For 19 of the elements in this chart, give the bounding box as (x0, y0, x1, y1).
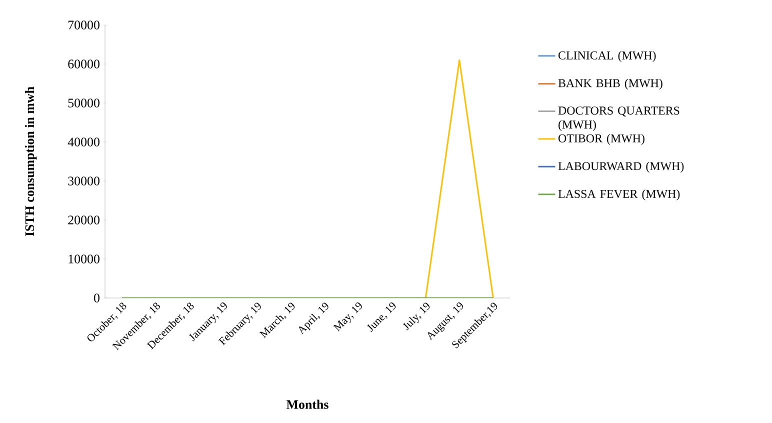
y-tick-label: 30000 (68, 176, 100, 186)
legend-label: DOCTORS QUARTERS (MWH) (558, 106, 680, 131)
legend-label: LABOURWARD (MWH) (558, 162, 684, 173)
legend-label: CLINICAL (MWH) (558, 51, 656, 62)
y-tick-label: 0 (94, 294, 100, 302)
y-tick-label: 20000 (68, 216, 100, 224)
y-tick-label: 40000 (68, 138, 100, 146)
x-tick-label: May, 19 (333, 302, 362, 332)
x-tick-label: July, 19 (402, 302, 430, 330)
y-axis-title: ISTH consumption in mwh (24, 86, 37, 236)
y-tick-label: 50000 (68, 98, 100, 108)
y-tick-label: 10000 (68, 254, 100, 264)
y-tick-label: 70000 (68, 20, 100, 30)
legend-label: BANK BHB (MWH) (558, 78, 662, 90)
legend-label: OTIBOR (MWH) (558, 134, 644, 145)
x-axis-title: Months (286, 400, 328, 409)
legend-label: LASSA FEVER (MWH) (558, 190, 680, 200)
x-tick-label: June, 19 (367, 302, 396, 332)
y-tick-label: 60000 (68, 60, 100, 68)
